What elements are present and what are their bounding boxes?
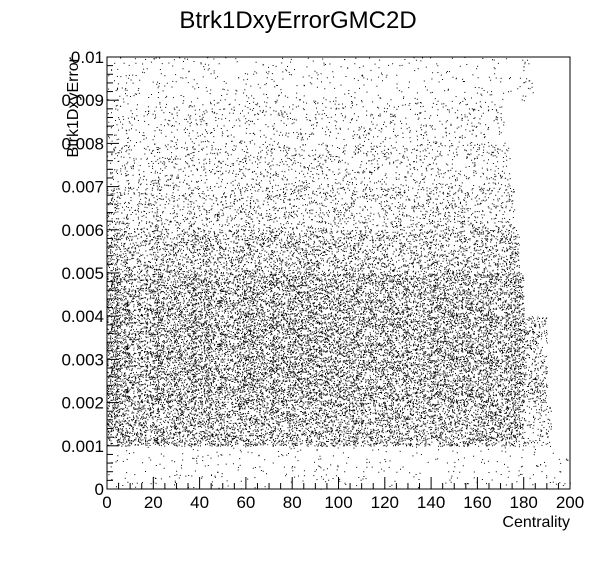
y-tick-label: 0.002	[61, 394, 104, 413]
x-tick-label: 40	[190, 493, 209, 512]
y-tick-label: 0.006	[61, 221, 104, 240]
x-tick-label: 160	[463, 493, 491, 512]
density-region-5	[107, 186, 516, 231]
density-region-6	[107, 143, 511, 188]
y-tick-label: 0.01	[71, 48, 104, 67]
x-tick-label: 180	[510, 493, 538, 512]
density-region-11	[108, 445, 571, 490]
x-tick-label: 140	[417, 493, 445, 512]
y-tick-label: 0.005	[61, 264, 104, 283]
x-tick-label: 80	[283, 493, 302, 512]
x-tick-label: 100	[324, 493, 352, 512]
density-marks	[107, 57, 571, 490]
y-tick-label: 0.003	[61, 350, 104, 369]
x-tick-label: 0	[102, 493, 111, 512]
y-tick-label: 0.007	[61, 178, 104, 197]
x-axis-label: Centrality	[502, 514, 570, 531]
y-tick-label: 0.008	[61, 134, 104, 153]
density-region-1	[107, 359, 525, 404]
y-tick-label: 0.001	[61, 437, 104, 456]
density-region-4	[107, 229, 520, 274]
y-tick-label: 0.004	[61, 307, 104, 326]
density-region-2	[107, 316, 525, 361]
chart-title: Btrk1DxyErrorGMC2D	[179, 7, 416, 34]
y-axis-label: Btrk1DxyError	[65, 56, 82, 157]
density-region-8	[107, 57, 534, 102]
x-tick-label: 200	[556, 493, 584, 512]
density-region-0	[107, 402, 525, 447]
x-tick-label: 120	[371, 493, 399, 512]
y-tick-label: 0.009	[61, 91, 104, 110]
x-tick-label: 20	[144, 493, 163, 512]
x-tick-label: 60	[236, 493, 255, 512]
density-region-3	[107, 273, 525, 318]
y-tick-label: 0	[95, 480, 104, 499]
density-region-7	[107, 100, 506, 145]
y-axis-ticks: 0 0.001 0.002 0.003 0.004 0.005 0.006 0.007 0.00…	[61, 48, 119, 499]
density-region-10	[523, 403, 552, 447]
x-axis-ticks: 0 20 40 60 80 100 120 140 160 180 200	[102, 477, 584, 512]
density-region-9	[523, 316, 548, 404]
